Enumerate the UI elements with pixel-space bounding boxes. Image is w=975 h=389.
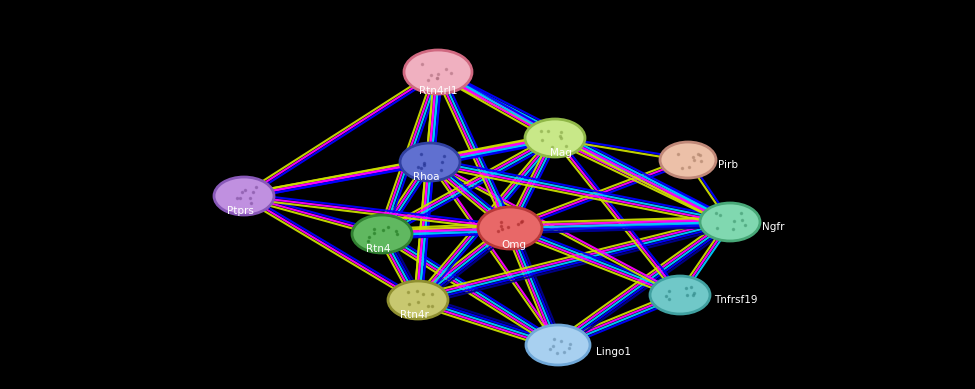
Text: Rtn4r: Rtn4r <box>400 310 428 320</box>
Ellipse shape <box>660 142 716 178</box>
Ellipse shape <box>400 143 460 181</box>
Ellipse shape <box>394 285 442 315</box>
Text: Ptprs: Ptprs <box>226 206 254 216</box>
Ellipse shape <box>485 211 535 245</box>
Ellipse shape <box>532 329 584 361</box>
Text: Pirb: Pirb <box>718 160 738 170</box>
Ellipse shape <box>406 147 454 177</box>
Text: Omg: Omg <box>501 240 526 250</box>
Ellipse shape <box>404 50 472 94</box>
Ellipse shape <box>220 181 268 211</box>
Ellipse shape <box>666 145 711 174</box>
Ellipse shape <box>656 280 704 310</box>
Ellipse shape <box>531 123 579 153</box>
Text: Rtn4: Rtn4 <box>366 244 390 254</box>
Ellipse shape <box>410 54 465 89</box>
Text: Lingo1: Lingo1 <box>596 347 631 357</box>
Ellipse shape <box>700 203 760 241</box>
Ellipse shape <box>525 119 585 157</box>
Text: Rtn4rl1: Rtn4rl1 <box>418 86 457 96</box>
Ellipse shape <box>526 325 590 365</box>
Ellipse shape <box>388 281 448 319</box>
Ellipse shape <box>214 177 274 215</box>
Text: Ngfr: Ngfr <box>762 222 785 232</box>
Text: Mag: Mag <box>550 148 572 158</box>
Ellipse shape <box>706 207 754 237</box>
Ellipse shape <box>352 215 412 253</box>
Text: Tnfrsf19: Tnfrsf19 <box>714 295 758 305</box>
Ellipse shape <box>650 276 710 314</box>
Ellipse shape <box>478 207 542 249</box>
Text: Rhoa: Rhoa <box>412 172 440 182</box>
Ellipse shape <box>358 219 406 249</box>
